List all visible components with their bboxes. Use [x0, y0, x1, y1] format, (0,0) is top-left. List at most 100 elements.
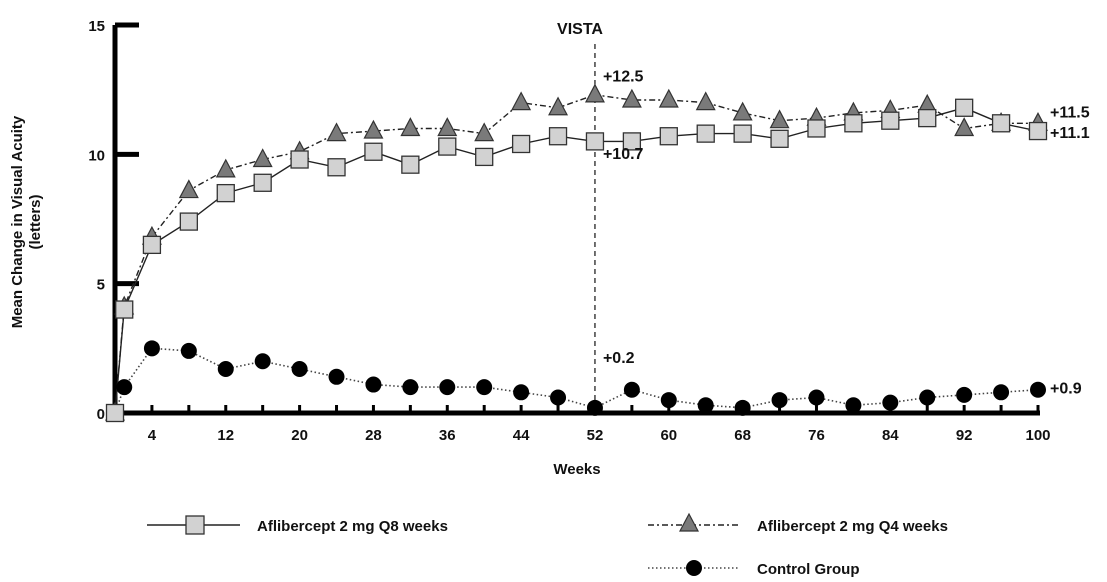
data-point-triangle: [178, 179, 199, 199]
data-point-circle: [808, 389, 825, 406]
data-point-square: [696, 124, 715, 143]
data-point-square: [548, 127, 568, 146]
data-point-circle: [697, 397, 714, 414]
value-annotation: +11.1: [1050, 125, 1090, 142]
data-point-circle: [845, 397, 862, 414]
data-point-triangle: [474, 122, 495, 142]
legend-label-q8: Aflibercept 2 mg Q8 weeks: [257, 518, 448, 535]
data-point-square: [438, 137, 457, 156]
x-tick-label: 76: [808, 427, 825, 444]
data-point-circle: [365, 376, 382, 393]
data-point-square: [585, 132, 605, 151]
data-point-square: [1028, 121, 1048, 141]
legend-label-q4: Aflibercept 2 mg Q4 weeks: [757, 518, 948, 535]
value-annotation: +12.5: [603, 69, 644, 86]
x-tick-label: 12: [217, 427, 234, 444]
data-point-triangle: [548, 96, 569, 116]
y-tick-label: 0: [97, 406, 105, 423]
x-tick-label: 100: [1025, 427, 1050, 444]
legend-item-q4: Aflibercept 2 mg Q4 weeks: [648, 512, 948, 535]
data-point-circle: [328, 368, 345, 385]
data-point-square: [475, 147, 494, 167]
legend-item-control: Control Group: [648, 560, 859, 578]
data-point-circle: [623, 381, 640, 398]
data-point-circle: [660, 392, 677, 409]
data-point-circle: [1030, 381, 1046, 398]
y-axis-unit: (letters): [27, 194, 44, 249]
data-point-square: [918, 108, 937, 128]
data-point-circle: [513, 384, 530, 401]
x-tick-label: 92: [956, 427, 973, 444]
data-point-triangle: [400, 117, 421, 137]
legend: Aflibercept 2 mg Q8 weeks Aflibercept 2 …: [147, 512, 948, 578]
data-point-circle: [254, 353, 271, 370]
legend-square-marker: [185, 515, 205, 535]
x-tick-label: 60: [660, 427, 677, 444]
chart-title: VISTA: [557, 21, 603, 38]
y-tick-label: 5: [97, 277, 105, 294]
data-point-triangle: [584, 83, 605, 103]
legend-circle-marker: [686, 560, 702, 576]
data-point-circle: [586, 399, 603, 416]
data-point-square: [401, 155, 420, 174]
data-point-square: [290, 150, 309, 169]
x-axis-label: Weeks: [553, 461, 600, 478]
data-point-square: [622, 132, 642, 151]
data-point-square: [327, 158, 346, 177]
data-point-triangle: [954, 117, 975, 137]
legend-triangle-marker: [679, 512, 699, 532]
data-point-circle: [956, 386, 973, 403]
data-point-circle: [882, 394, 899, 411]
y-tick-label: 10: [88, 147, 105, 164]
data-point-circle: [291, 361, 308, 378]
data-point-triangle: [658, 88, 679, 108]
data-point-square: [733, 124, 752, 143]
data-point-square: [955, 98, 974, 117]
data-point-circle: [771, 392, 788, 409]
data-point-circle: [402, 379, 419, 396]
data-point-square: [770, 129, 789, 148]
data-point-square: [179, 212, 198, 231]
series-line-triangle: [114, 94, 1038, 414]
data-point-square: [511, 134, 531, 154]
data-point-square: [142, 235, 162, 255]
data-point-circle: [550, 389, 567, 406]
data-point-triangle: [215, 158, 236, 178]
value-annotation: +0.9: [1050, 381, 1082, 398]
data-point-triangle: [363, 119, 384, 139]
y-tick-label: 15: [88, 18, 105, 35]
data-point-circle: [217, 361, 234, 378]
series-line-square: [114, 107, 1039, 414]
data-point-square: [253, 173, 272, 192]
data-point-triangle: [732, 101, 753, 121]
data-point-square: [216, 183, 235, 203]
legend-item-q8: Aflibercept 2 mg Q8 weeks: [147, 515, 448, 535]
y-axis-label: Mean Change in Visual Acuity: [9, 115, 26, 328]
data-point-triangle: [695, 91, 716, 111]
value-annotation: +0.2: [603, 350, 635, 367]
data-point-square: [115, 300, 134, 319]
x-tick-label: 28: [365, 427, 382, 444]
data-point-square: [105, 403, 125, 423]
data-point-square: [807, 119, 826, 138]
legend-label-control: Control Group: [757, 561, 859, 578]
data-point-triangle: [769, 109, 790, 129]
data-point-circle: [993, 384, 1010, 401]
y-axis-label-group: Mean Change in Visual Acuity (letters): [9, 115, 44, 328]
series-line-circle: [114, 347, 1039, 414]
data-point-circle: [734, 399, 751, 416]
x-tick-label: 36: [439, 427, 456, 444]
data-point-triangle: [621, 88, 642, 108]
data-point-square: [844, 114, 863, 133]
data-point-square: [659, 127, 678, 146]
x-tick-label: 4: [148, 427, 157, 444]
data-point-triangle: [326, 122, 347, 142]
x-tick-label: 44: [513, 427, 530, 444]
data-point-triangle: [252, 148, 273, 168]
value-annotation: +10.7: [603, 146, 644, 163]
data-point-circle: [180, 342, 197, 359]
data-point-triangle: [437, 117, 458, 137]
x-tick-label: 68: [734, 427, 751, 444]
data-point-circle: [476, 379, 493, 396]
